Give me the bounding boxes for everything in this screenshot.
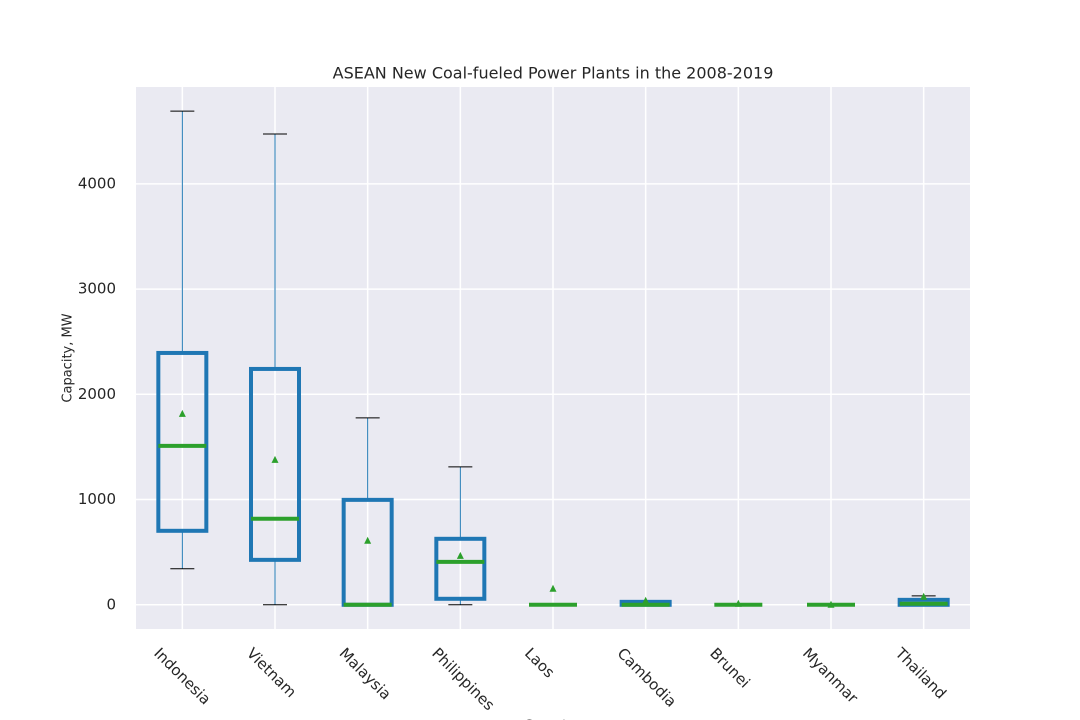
- chart-title: ASEAN New Coal-fueled Power Plants in th…: [333, 64, 774, 83]
- mean-marker: [549, 584, 557, 592]
- y-tick-label: 0: [106, 595, 116, 613]
- x-tick-label: Philippines: [428, 644, 498, 714]
- x-tick-label: Cambodia: [614, 644, 680, 710]
- mean-marker: [456, 551, 464, 559]
- y-tick-label: 3000: [78, 280, 116, 298]
- mean-marker: [271, 455, 279, 463]
- x-tick-label: Thailand: [891, 644, 950, 703]
- mean-marker: [827, 600, 835, 608]
- x-tick-label: Vietnam: [243, 644, 300, 701]
- box: [434, 536, 487, 601]
- mean-marker: [734, 599, 742, 607]
- x-tick-label: Laos: [521, 644, 558, 681]
- box: [156, 350, 209, 533]
- x-tick-label: Brunei: [706, 644, 753, 691]
- y-tick-label: 4000: [78, 174, 116, 192]
- box: [249, 366, 301, 562]
- y-tick-label: 1000: [78, 490, 116, 508]
- y-axis-label: Capacity, MW: [61, 313, 76, 402]
- mean-marker: [178, 409, 186, 417]
- mean-marker: [642, 596, 650, 604]
- mean-marker: [920, 592, 928, 600]
- x-tick-label: Indonesia: [150, 644, 214, 708]
- y-tick-label: 2000: [78, 385, 116, 403]
- x-tick-label: Myanmar: [799, 644, 862, 707]
- x-axis-label: Country: [523, 717, 583, 720]
- mean-marker: [364, 536, 372, 544]
- x-tick-label: Malaysia: [336, 644, 395, 703]
